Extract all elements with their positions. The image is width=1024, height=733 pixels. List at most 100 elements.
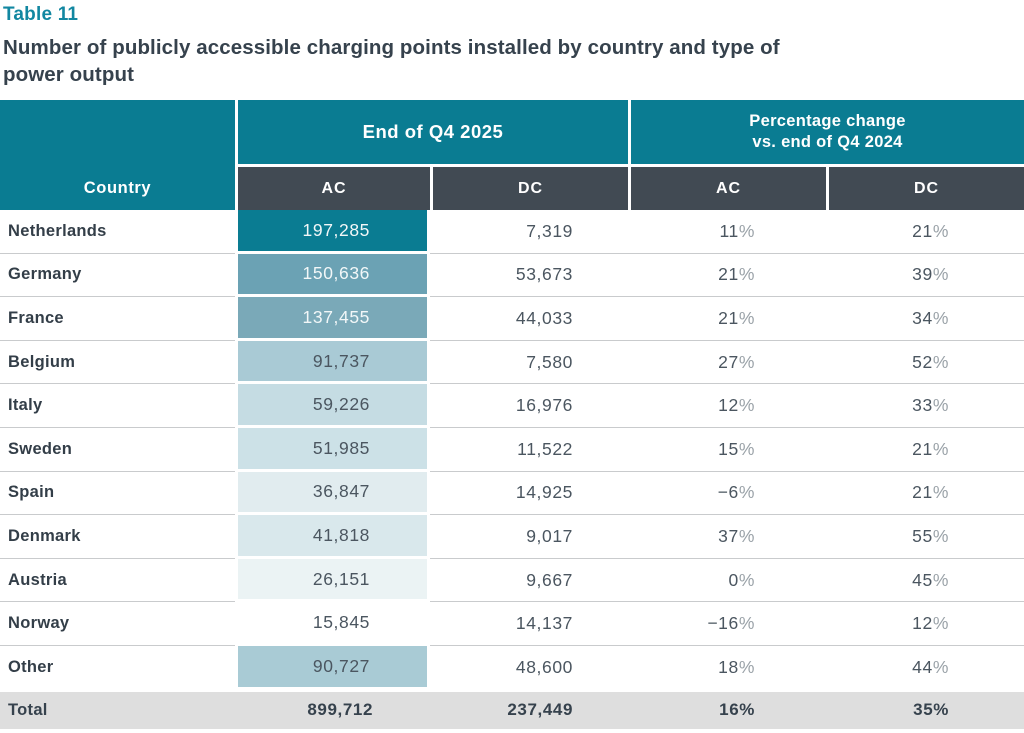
ac-change-cell: 18% bbox=[718, 657, 755, 678]
country-header-cell: Country bbox=[0, 100, 235, 210]
pct-change-header-line-2: vs. end of Q4 2024 bbox=[752, 133, 903, 151]
ac-change-col-header: AC bbox=[628, 167, 826, 210]
page-title-line-1: Number of publicly accessible charging p… bbox=[3, 36, 780, 59]
total-dc-change-cell: 35% bbox=[913, 700, 949, 720]
table-row: Denmark 41,818 9,017 37% 55% bbox=[0, 515, 1024, 559]
country-cell: Germany bbox=[0, 254, 235, 298]
percent-sign: % bbox=[738, 657, 755, 678]
table-row: France 137,455 44,033 21% 34% bbox=[0, 297, 1024, 341]
ac-count-cell: 15,845 bbox=[235, 602, 430, 646]
header-group-row: End of Q4 2025 Percentage change vs. end… bbox=[235, 100, 1024, 167]
table-row: Italy 59,226 16,976 12% 33% bbox=[0, 384, 1024, 428]
ac-change-cell: −16% bbox=[628, 602, 826, 646]
country-cell: Sweden bbox=[0, 428, 235, 472]
ac-count-cell: 26,151 bbox=[235, 558, 430, 603]
country-cell: Denmark bbox=[0, 515, 235, 559]
dc-count-cell: 44,033 bbox=[430, 297, 628, 341]
ac-count-cell: 59,226 bbox=[235, 384, 430, 428]
dc-change-cell: 52% bbox=[826, 341, 1024, 385]
percent-sign: % bbox=[739, 700, 755, 720]
dc-change-cell: 21% bbox=[826, 428, 1024, 472]
percent-sign: % bbox=[933, 700, 949, 720]
ac-change-cell: 15% bbox=[628, 428, 826, 472]
percent-sign: % bbox=[932, 395, 949, 416]
dc-count-cell: 16,976 bbox=[430, 384, 628, 428]
total-ac-count-cell: 899,712 bbox=[307, 700, 373, 720]
percent-sign: % bbox=[738, 395, 755, 416]
table-row: Netherlands 197,285 7,319 11% 21% bbox=[0, 210, 1024, 254]
percent-sign: % bbox=[738, 525, 755, 546]
dc-change-cell: 33% bbox=[826, 384, 1024, 428]
ac-count-cell: 41,818 bbox=[235, 515, 430, 559]
percent-sign: % bbox=[738, 307, 755, 328]
header-subcolumn-row: AC DC AC DC bbox=[235, 167, 1024, 210]
ac-change-cell: 37% bbox=[628, 515, 826, 559]
dc-change-cell: 44% bbox=[912, 657, 949, 678]
dc-change-col-header: DC bbox=[826, 167, 1024, 210]
ac-change-cell: 21% bbox=[628, 254, 826, 298]
total-ac-change-cell: 16% bbox=[719, 700, 755, 720]
table-row: Norway 15,845 14,137 −16% 12% bbox=[0, 602, 1024, 646]
dc-change-cell: 12% bbox=[826, 602, 1024, 646]
table-row: Other 90,727 48,600 18% 44% bbox=[0, 645, 1024, 690]
total-row: Total 899,712 237,449 16% 35% bbox=[0, 691, 1024, 729]
ac-count-cell: 51,985 bbox=[235, 427, 430, 472]
ac-change-cell: 12% bbox=[628, 384, 826, 428]
table-row: Austria 26,151 9,667 0% 45% bbox=[0, 558, 1024, 603]
total-dc-count-cell: 237,449 bbox=[507, 700, 573, 720]
dc-count-cell: 7,580 bbox=[430, 341, 628, 385]
dc-count-col-header: DC bbox=[430, 167, 628, 210]
percent-sign: % bbox=[932, 220, 949, 241]
dc-change-cell: 45% bbox=[826, 559, 1024, 603]
ac-change-cell: 27% bbox=[628, 341, 826, 385]
percent-sign: % bbox=[932, 525, 949, 546]
percent-sign: % bbox=[932, 482, 949, 503]
percent-sign: % bbox=[932, 307, 949, 328]
ac-change-cell: 0% bbox=[628, 559, 826, 603]
percent-sign: % bbox=[738, 438, 755, 459]
country-cell: Netherlands bbox=[0, 210, 235, 254]
percent-sign: % bbox=[932, 657, 949, 678]
ac-change-cell: 11% bbox=[628, 210, 826, 254]
table-label: Table 11 bbox=[3, 4, 79, 25]
q4-2025-group-header: End of Q4 2025 bbox=[235, 100, 628, 167]
ac-count-cell: 36,847 bbox=[235, 471, 430, 516]
percent-sign: % bbox=[932, 569, 949, 590]
percent-sign: % bbox=[932, 351, 949, 372]
country-cell: France bbox=[0, 297, 235, 341]
table-row: Sweden 51,985 11,522 15% 21% bbox=[0, 427, 1024, 472]
header-right-group: End of Q4 2025 Percentage change vs. end… bbox=[235, 100, 1024, 210]
percent-sign: % bbox=[932, 438, 949, 459]
percent-sign: % bbox=[738, 613, 755, 634]
ac-count-cell: 150,636 bbox=[235, 253, 430, 298]
total-row-label: Total bbox=[8, 700, 48, 719]
dc-count-cell: 9,667 bbox=[430, 559, 628, 603]
dc-count-cell: 9,017 bbox=[430, 515, 628, 559]
country-cell: Austria bbox=[0, 559, 235, 603]
dc-change-cell: 39% bbox=[826, 254, 1024, 298]
dc-count-cell: 14,925 bbox=[430, 472, 628, 516]
page-title-line-2: power output bbox=[3, 62, 135, 86]
percent-sign: % bbox=[932, 613, 949, 634]
dc-change-cell: 21% bbox=[826, 210, 1024, 254]
pct-change-header-line-1: Percentage change bbox=[749, 112, 906, 130]
percent-sign: % bbox=[738, 482, 755, 503]
ac-change-cell: 21% bbox=[628, 297, 826, 341]
percent-sign: % bbox=[738, 351, 755, 372]
dc-count-cell: 7,319 bbox=[430, 210, 628, 254]
ac-change-cell: −6% bbox=[628, 472, 826, 516]
country-cell: Belgium bbox=[0, 341, 235, 385]
dc-count-cell: 48,600 bbox=[515, 657, 573, 678]
ac-count-cell: 197,285 bbox=[235, 210, 430, 254]
ac-count-cell: 91,737 bbox=[235, 340, 430, 385]
table-body: Netherlands 197,285 7,319 11% 21% German… bbox=[0, 210, 1024, 690]
table-row: Germany 150,636 53,673 21% 39% bbox=[0, 253, 1024, 298]
dc-change-cell: 21% bbox=[826, 472, 1024, 516]
pct-change-group-header: Percentage change vs. end of Q4 2024 bbox=[628, 100, 1024, 167]
dc-count-cell: 11,522 bbox=[430, 428, 628, 472]
country-cell: Spain bbox=[0, 472, 235, 516]
ac-count-col-header: AC bbox=[235, 167, 430, 210]
ac-count-cell: 90,727 bbox=[235, 645, 430, 690]
country-cell: Italy bbox=[0, 384, 235, 428]
